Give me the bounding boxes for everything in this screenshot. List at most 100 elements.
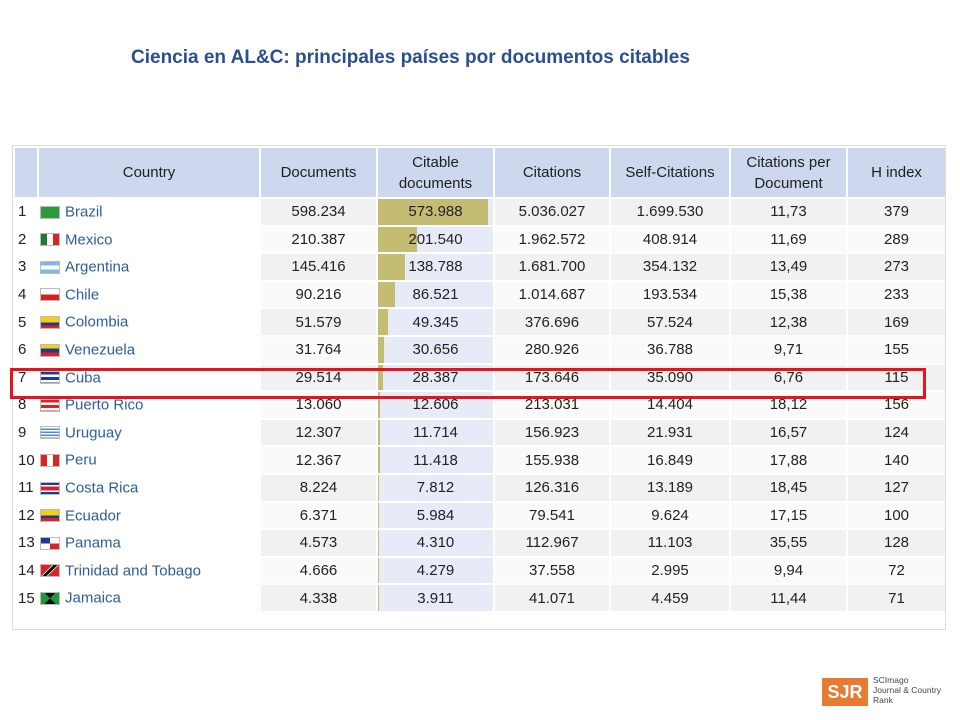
citable-documents-cell: 30.656	[378, 336, 493, 363]
country-cell[interactable]: Argentina	[39, 254, 259, 280]
citable-documents-header[interactable]: Citable documents	[378, 148, 493, 197]
country-cell[interactable]: Puerto Rico	[39, 392, 259, 418]
country-cell[interactable]: Costa Rica	[39, 475, 259, 501]
country-cell[interactable]: Brazil	[39, 199, 259, 225]
country-link[interactable]: Peru	[65, 451, 97, 469]
cuba-highlight-box	[10, 368, 926, 399]
citations-cell: 376.696	[495, 309, 609, 335]
citable-documents-cell: 573.988	[378, 199, 493, 225]
self-citations-cell: 1.699.530	[611, 199, 729, 225]
citable-documents-cell: 7.812	[378, 474, 493, 501]
rank-cell: 7	[18, 368, 27, 386]
self-citations-cell: 2.995	[611, 557, 729, 584]
self-citations-header[interactable]: Self-Citations	[611, 148, 729, 197]
citations-per-document-cell: 13,49	[731, 254, 846, 280]
documents-cell: 4.573	[261, 530, 376, 556]
citable-bar	[378, 392, 381, 418]
rank-cell: 15	[18, 589, 35, 607]
documents-cell: 31.764	[261, 336, 376, 363]
country-link[interactable]: Jamaica	[65, 589, 121, 607]
country-link[interactable]: Chile	[65, 286, 100, 304]
h-index-cell: 273	[848, 254, 945, 280]
country-cell[interactable]: Panama	[39, 530, 259, 556]
country-link[interactable]: Colombia	[65, 313, 129, 331]
documents-cell: 51.579	[261, 309, 376, 335]
citations-cell: 156.923	[495, 419, 609, 446]
self-citations-cell: 9.624	[611, 502, 729, 529]
documents-cell: 598.234	[261, 199, 376, 225]
country-link[interactable]: Argentina	[65, 258, 130, 276]
country-cell[interactable]: Uruguay	[39, 420, 259, 446]
citations-cell: 1.681.700	[495, 254, 609, 280]
flag-brazil-icon	[40, 205, 60, 219]
documents-header[interactable]: Documents	[261, 148, 376, 197]
country-cell[interactable]: Colombia	[39, 309, 259, 335]
citations-header[interactable]: Citations	[495, 148, 609, 197]
rank-cell: 1	[18, 203, 27, 221]
flag-puerto-rico-icon	[40, 398, 60, 412]
table-row: 1 Brazil 598.234 573.988 5.036.027 1.699.530 1…	[15, 199, 945, 225]
citable-bar	[378, 557, 379, 584]
citations-cell: 1.962.572	[495, 226, 609, 253]
self-citations-cell: 57.524	[611, 309, 729, 335]
rank-cell: 2	[18, 230, 27, 248]
flag-jamaica-icon	[40, 591, 60, 605]
h-index-cell: 140	[848, 447, 945, 473]
citable-bar	[378, 447, 381, 473]
country-link[interactable]: Trinidad and Tobago	[65, 562, 201, 580]
country-link[interactable]: Venezuela	[65, 341, 136, 359]
h-index-cell: 128	[848, 530, 945, 556]
flag-panama-icon	[40, 536, 60, 550]
country-link[interactable]: Cuba	[65, 369, 101, 387]
self-citations-cell: 354.132	[611, 254, 729, 280]
citable-bar	[378, 254, 405, 280]
country-link[interactable]: Puerto Rico	[65, 396, 144, 414]
country-cell[interactable]: Cuba	[39, 365, 259, 391]
table-row: 12 Ecuador 6.371 5.984 79.541 9.624 17,15 100	[15, 502, 945, 529]
h-index-cell: 233	[848, 281, 945, 308]
citations-cell: 126.316	[495, 474, 609, 501]
country-cell[interactable]: Trinidad and Tobago	[39, 558, 259, 584]
citations-per-document-cell: 16,57	[731, 419, 846, 446]
h-index-header[interactable]: H index	[848, 148, 945, 197]
citable-bar	[378, 336, 384, 363]
flag-colombia-icon	[40, 315, 60, 329]
self-citations-cell: 16.849	[611, 447, 729, 473]
country-cell[interactable]: Chile	[39, 282, 259, 308]
country-cell[interactable]: Venezuela	[39, 337, 259, 363]
flag-chile-icon	[40, 288, 60, 302]
country-link[interactable]: Uruguay	[65, 424, 122, 442]
country-link[interactable]: Mexico	[65, 231, 113, 249]
country-link[interactable]: Panama	[65, 534, 121, 552]
flag-uruguay-icon	[40, 426, 60, 440]
citable-bar	[378, 474, 380, 501]
country-link[interactable]: Costa Rica	[65, 479, 139, 497]
country-link[interactable]: Ecuador	[65, 507, 121, 525]
self-citations-cell: 4.459	[611, 585, 729, 611]
citations-per-document-cell: 18,45	[731, 474, 846, 501]
flag-cuba-icon	[40, 371, 60, 385]
citable-documents-cell: 86.521	[378, 281, 493, 308]
country-cell[interactable]: Peru	[39, 447, 259, 473]
citable-documents-cell: 4.279	[378, 557, 493, 584]
flag-trinidad-and-tobago-icon	[40, 564, 60, 578]
citations-per-document-cell: 9,94	[731, 557, 846, 584]
self-citations-cell: 408.914	[611, 226, 729, 253]
country-cell[interactable]: Ecuador	[39, 503, 259, 529]
citations-cell: 5.036.027	[495, 199, 609, 225]
sjr-logo: SJR	[822, 678, 868, 706]
flag-ecuador-icon	[40, 509, 60, 523]
rank-cell: 14	[18, 562, 35, 580]
rank-cell: 4	[18, 286, 27, 304]
country-cell[interactable]: Jamaica	[39, 585, 259, 611]
country-header[interactable]: Country	[39, 148, 259, 197]
citations-cell: 41.071	[495, 585, 609, 611]
citations-per-document-header[interactable]: Citations per Document	[731, 148, 846, 197]
table-row: 10 Peru 12.367 11.418 155.938 16.849 17,88 140	[15, 447, 945, 473]
citations-per-document-cell: 17,88	[731, 447, 846, 473]
country-ranking-table: Country Documents Citable documents Citat…	[12, 145, 946, 630]
country-link[interactable]: Brazil	[65, 203, 103, 221]
rank-header	[15, 148, 37, 197]
citations-per-document-cell: 11,73	[731, 199, 846, 225]
country-cell[interactable]: Mexico	[39, 227, 259, 253]
